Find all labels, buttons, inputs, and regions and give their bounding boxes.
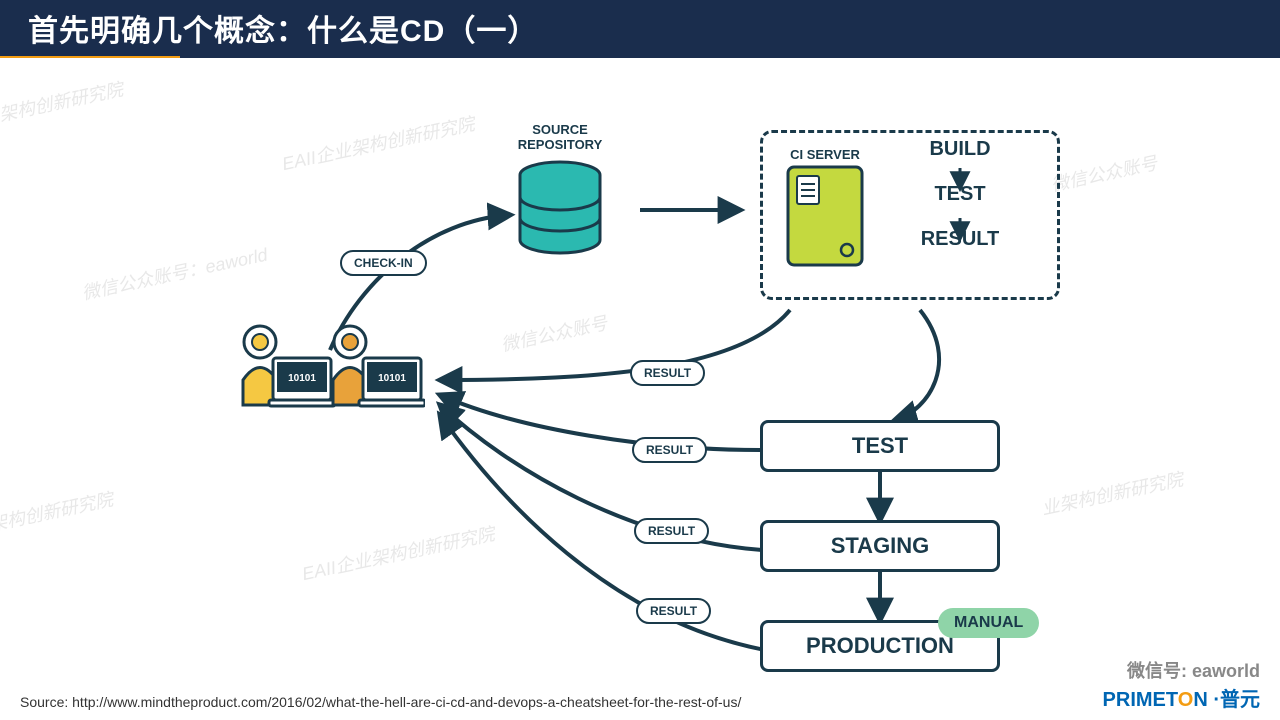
header-accent (0, 56, 180, 58)
manual-badge: MANUAL (938, 608, 1039, 638)
footer-logo: 微信号: eaworld PRIMETON ·普元 (1103, 657, 1260, 712)
source-citation: Source: http://www.mindtheproduct.com/20… (20, 694, 741, 710)
brand-logo: PRIMETON ·普元 (1103, 683, 1260, 712)
ci-server-icon: CI SERVER (785, 147, 865, 274)
slide-title: 首先明确几个概念：什么是CD（一） (28, 6, 538, 50)
result-label: RESULT (634, 518, 709, 544)
ci-server-label: CI SERVER (785, 147, 865, 162)
ci-result-label: RESULT (910, 228, 1010, 251)
svg-text:10101: 10101 (288, 373, 316, 384)
wechat-label: 微信号: eaworld (1103, 657, 1260, 683)
result-label: RESULT (630, 360, 705, 386)
slide-header: 首先明确几个概念：什么是CD（一） (0, 0, 1280, 56)
source-repo-text-2: REPOSITORY (500, 137, 620, 152)
result-label: RESULT (636, 598, 711, 624)
result-label: RESULT (632, 437, 707, 463)
diagram-canvas: 业架构创新研究院 EAII企业架构创新研究院 微信公众账号：eaworld 微信… (0, 60, 1280, 720)
database-icon (515, 160, 605, 265)
source-repo-text-1: SOURCE (500, 122, 620, 137)
svg-text:10101: 10101 (378, 373, 406, 384)
ci-build-label: BUILD (910, 138, 1010, 161)
developers-icon: 10101 10101 (225, 320, 425, 435)
checkin-label: CHECK-IN (340, 250, 427, 276)
stage-staging: STAGING (760, 520, 1000, 572)
ci-steps: BUILD TEST RESULT (910, 138, 1010, 251)
stage-test: TEST (760, 420, 1000, 472)
header-underline (0, 56, 1280, 58)
ci-test-label: TEST (910, 183, 1010, 206)
source-repo-label: SOURCE REPOSITORY (500, 122, 620, 152)
